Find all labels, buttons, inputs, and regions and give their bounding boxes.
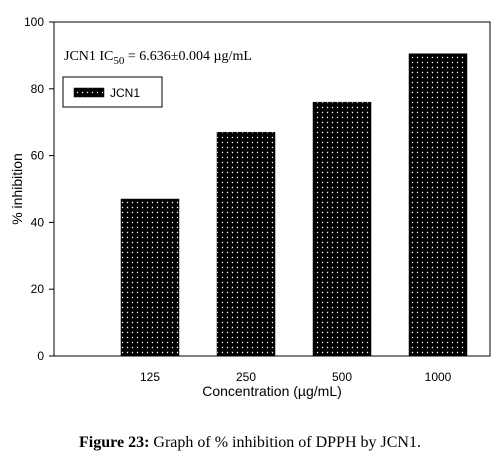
bars [120, 53, 468, 357]
x-tick-label: 1000 [425, 370, 452, 384]
bar-500 [312, 101, 372, 357]
x-axis-title: Concentration (µg/mL) [202, 383, 342, 399]
y-tick-label: 40 [31, 215, 45, 229]
figure-caption: Figure 23: Graph of % inhibition of DPPH… [0, 433, 500, 453]
y-tick-label: 80 [31, 82, 45, 96]
ic50-annotation-subscript: 50 [113, 55, 125, 67]
figure-caption-text: Graph of % inhibition of DPPH by JCN1. [149, 434, 421, 451]
x-tick-label: 125 [140, 370, 160, 384]
y-tick-label: 100 [24, 15, 44, 29]
legend-swatch [73, 87, 105, 98]
y-tick-label: 20 [31, 282, 45, 296]
legend: JCN1 [62, 76, 163, 108]
bar-chart: 0 20 40 60 80 100 125 250 500 1000 Concentration… [9, 15, 491, 399]
ic50-annotation-suffix: = 6.636±0.004 µg/mL [124, 49, 251, 64]
y-tick-label: 60 [31, 149, 45, 163]
y-tick-label: 0 [37, 349, 44, 363]
bar-125 [120, 198, 180, 357]
legend-label: JCN1 [110, 86, 140, 100]
bar-1000 [408, 53, 468, 357]
y-axis-ticks: 0 20 40 60 80 100 [24, 15, 54, 363]
x-axis-tick-labels: 125 250 500 1000 [140, 370, 452, 384]
y-axis-title: % inhibition [9, 153, 25, 225]
ic50-annotation: JCN1 IC50 = 6.636±0.004 µg/mL [64, 49, 252, 67]
figure-caption-label: Figure 23: [79, 434, 150, 451]
x-tick-label: 250 [236, 370, 256, 384]
ic50-annotation-prefix: JCN1 IC [64, 49, 113, 64]
bar-250 [216, 131, 276, 357]
x-tick-label: 500 [332, 370, 352, 384]
